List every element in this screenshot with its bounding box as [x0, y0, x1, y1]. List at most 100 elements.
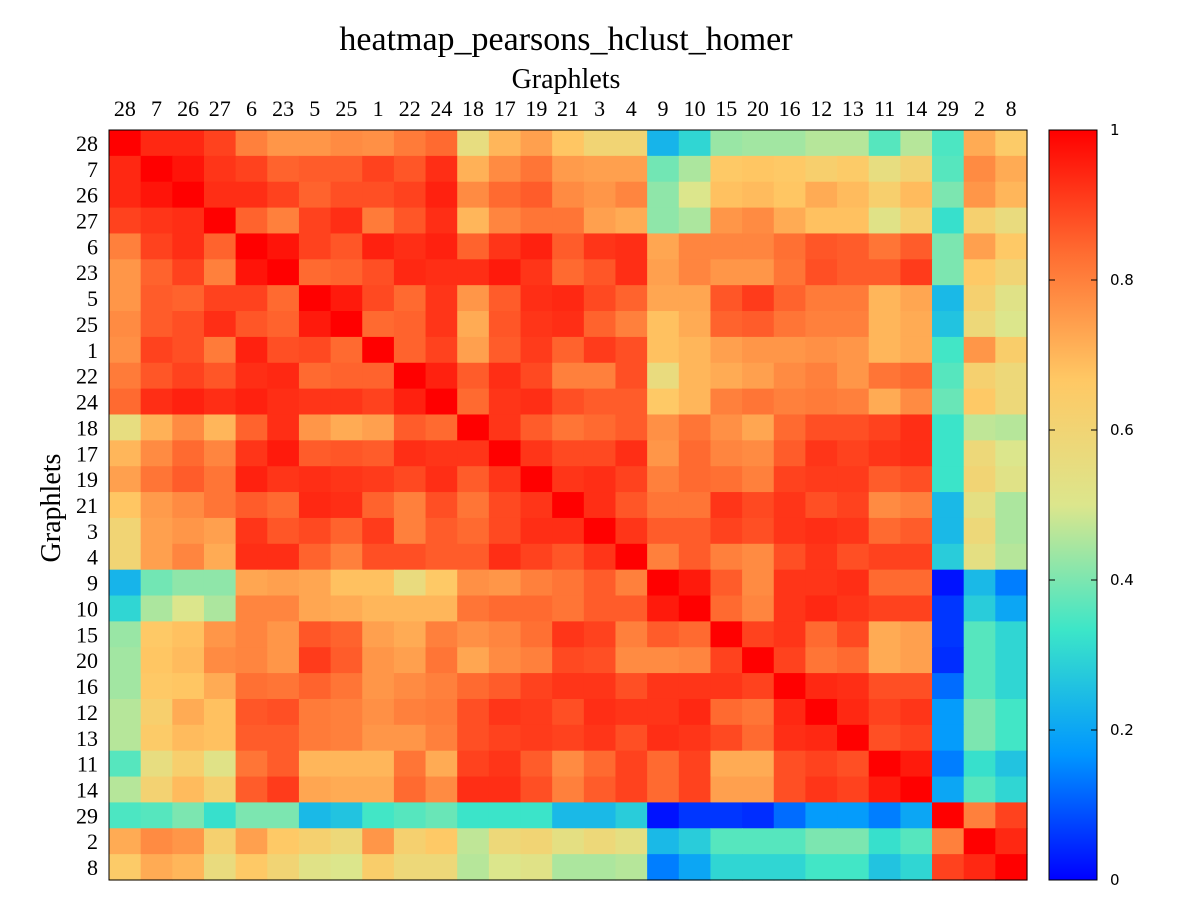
y-tick-label: 12 — [76, 700, 98, 725]
heatmap-cell — [330, 543, 363, 571]
heatmap-cell — [457, 181, 490, 209]
heatmap-cell — [457, 155, 490, 183]
heatmap-cell — [647, 440, 680, 467]
heatmap-cell — [837, 543, 870, 571]
heatmap-cell — [488, 233, 522, 260]
heatmap-cell — [393, 828, 427, 855]
heatmap-cell — [235, 207, 268, 235]
heatmap-cell — [773, 698, 807, 726]
heatmap-cell — [742, 854, 775, 881]
heatmap-cell — [742, 207, 775, 235]
heatmap-cell — [109, 259, 142, 286]
heatmap-cell — [837, 673, 870, 700]
heatmap-cell — [932, 311, 965, 338]
heatmap-cell — [203, 595, 237, 622]
heatmap-cell — [362, 750, 395, 778]
y-tick-label: 14 — [76, 777, 98, 802]
heatmap-cell — [203, 776, 237, 804]
heatmap-cell — [837, 828, 870, 855]
heatmap-cell — [298, 621, 332, 648]
heatmap-cell — [837, 155, 870, 183]
heatmap-cell — [330, 750, 363, 778]
heatmap-cell — [172, 828, 205, 855]
heatmap-cell — [678, 802, 712, 829]
heatmap-cell — [615, 802, 648, 829]
heatmap-cell — [647, 517, 680, 545]
heatmap-cell — [583, 233, 617, 260]
heatmap-cell — [552, 724, 585, 752]
heatmap-cell — [425, 388, 458, 416]
heatmap-cell — [742, 466, 775, 493]
y-tick-label: 7 — [87, 157, 98, 182]
heatmap-cell — [995, 233, 1028, 260]
heatmap-cell — [647, 750, 680, 778]
heatmap-cell — [425, 336, 458, 364]
heatmap-cell — [647, 828, 680, 855]
heatmap-cell — [267, 621, 300, 648]
heatmap-cell — [868, 569, 901, 597]
heatmap-cell — [583, 724, 617, 752]
y-tick-label: 23 — [76, 260, 98, 285]
heatmap-cell — [995, 698, 1028, 726]
heatmap-cell — [457, 750, 490, 778]
heatmap-cell — [932, 414, 965, 441]
heatmap-cell — [425, 517, 458, 545]
heatmap-cell — [457, 724, 490, 752]
heatmap-cell — [488, 854, 522, 881]
heatmap-cell — [203, 517, 237, 545]
heatmap-cell — [647, 543, 680, 571]
heatmap-cell — [109, 440, 142, 467]
heatmap-cell — [678, 569, 712, 597]
heatmap-cell — [615, 414, 648, 441]
heatmap-cell — [267, 724, 300, 752]
heatmap-cell — [488, 828, 522, 855]
heatmap-cell — [710, 336, 743, 364]
heatmap-cell — [457, 647, 490, 674]
heatmap-cell — [330, 466, 363, 493]
heatmap-cell — [552, 259, 585, 286]
heatmap-cell — [837, 414, 870, 441]
y-tick-label: 18 — [76, 415, 98, 440]
x-tick-label: 12 — [810, 96, 832, 121]
heatmap-cell — [488, 440, 522, 467]
x-tick-label: 23 — [272, 96, 294, 121]
heatmap-cell — [963, 233, 996, 260]
heatmap-cell — [647, 388, 680, 416]
heatmap-cell — [267, 828, 300, 855]
heatmap-cell — [583, 388, 617, 416]
heatmap-cell — [267, 388, 300, 416]
heatmap-cell — [203, 311, 237, 338]
heatmap-cell — [172, 673, 205, 700]
heatmap-cell — [710, 776, 743, 804]
heatmap-cell — [710, 388, 743, 416]
heatmap-cell — [267, 673, 300, 700]
heatmap-cell — [742, 414, 775, 441]
x-tick-label: 28 — [114, 96, 136, 121]
heatmap-cell — [995, 130, 1028, 157]
heatmap-cell — [900, 207, 933, 235]
heatmap-cell — [678, 673, 712, 700]
heatmap-cell — [583, 285, 617, 312]
heatmap-cell — [995, 776, 1028, 804]
heatmap-cell — [837, 440, 870, 467]
heatmap-cell — [520, 388, 553, 416]
heatmap-cell — [615, 517, 648, 545]
heatmap-cell — [583, 517, 617, 545]
heatmap-cell — [995, 828, 1028, 855]
heatmap-cell — [235, 466, 268, 493]
heatmap-cell — [425, 492, 458, 519]
heatmap-cell — [330, 362, 363, 390]
x-tick-label: 19 — [525, 96, 547, 121]
heatmap-cell — [393, 698, 427, 726]
heatmap-cell — [615, 440, 648, 467]
heatmap-cell — [583, 828, 617, 855]
heatmap-cell — [805, 492, 838, 519]
heatmap-cell — [235, 543, 268, 571]
heatmap-cell — [583, 362, 617, 390]
heatmap-cell — [298, 802, 332, 829]
heatmap-cell — [647, 155, 680, 183]
colorbar-tick-label: 1 — [1110, 121, 1120, 139]
heatmap-cell — [140, 311, 173, 338]
heatmap-cell — [995, 285, 1028, 312]
heatmap-cell — [457, 466, 490, 493]
